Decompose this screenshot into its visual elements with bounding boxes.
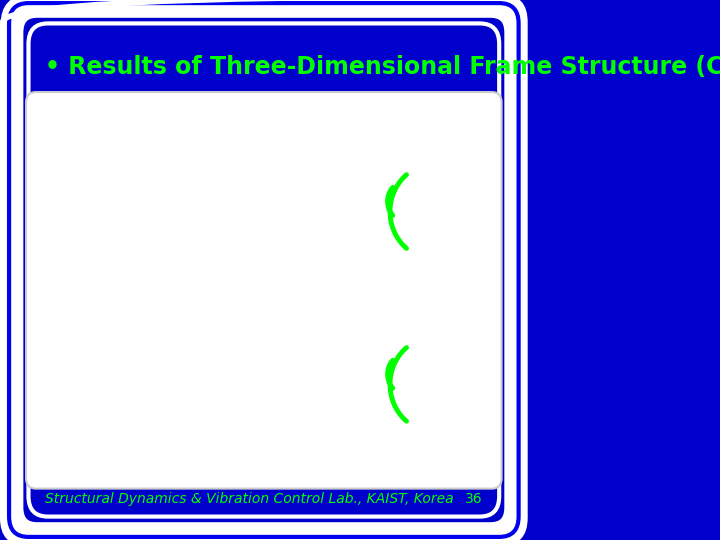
FancyBboxPatch shape <box>33 33 495 100</box>
FancyBboxPatch shape <box>26 92 502 489</box>
Text: • Results of Three-Dimensional Frame Structure (Close): • Results of Three-Dimensional Frame Str… <box>45 55 720 79</box>
Text: 36: 36 <box>464 492 482 506</box>
Text: Structural Dynamics & Vibration Control Lab., KAIST, Korea: Structural Dynamics & Vibration Control … <box>45 492 454 506</box>
